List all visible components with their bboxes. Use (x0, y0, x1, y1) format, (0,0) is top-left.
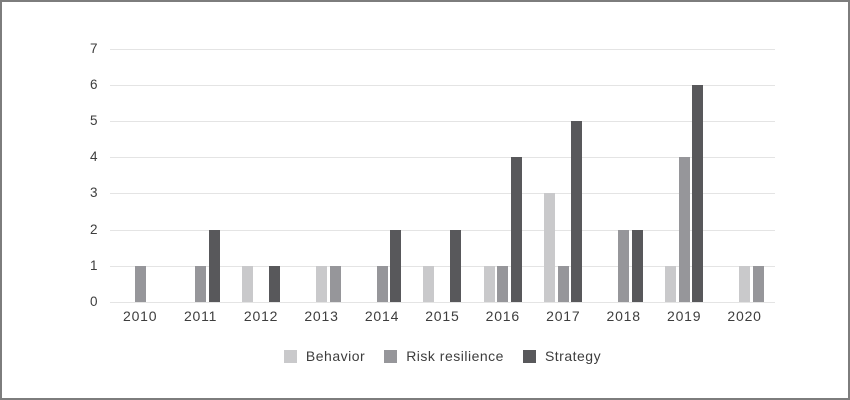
gridline (110, 229, 775, 231)
bar-risk-resilience-2011 (195, 265, 207, 302)
y-axis-tick-label: 0 (89, 294, 98, 309)
x-axis-tick-label: 2017 (546, 308, 581, 324)
bar-strategy-2019 (692, 84, 704, 302)
x-axis-tick-label: 2020 (727, 308, 762, 324)
bar-risk-resilience-2017 (557, 265, 569, 302)
y-axis-tick-label: 1 (89, 257, 98, 273)
legend-label: Behavior (305, 348, 366, 364)
y-axis-tick-label: 5 (89, 113, 98, 128)
legend-swatch-icon (384, 349, 398, 363)
legend-label: Risk resilience (406, 348, 504, 364)
bar-behavior-2012 (242, 265, 254, 302)
gridline (110, 157, 775, 159)
gridline (110, 193, 775, 195)
y-axis-tick-label: 7 (89, 40, 98, 56)
x-axis-tick-label: 2013 (304, 308, 339, 324)
bar-strategy-2017 (571, 121, 583, 302)
bar-strategy-2018 (631, 229, 643, 302)
gridline (110, 265, 775, 267)
x-axis-tick-label: 2012 (243, 308, 279, 324)
bar-risk-resilience-2020 (752, 265, 764, 302)
legend-item-risk-resilience: Risk resilience (384, 348, 504, 364)
bar-strategy-2012 (269, 265, 281, 302)
bar-strategy-2011 (208, 229, 220, 302)
bar-behavior-2013 (316, 265, 327, 302)
chart-legend: Behavior Risk resilience Strategy (110, 348, 775, 364)
bar-risk-resilience-2014 (376, 265, 388, 302)
legend-swatch-icon (522, 349, 536, 363)
legend-item-strategy: Strategy (522, 348, 602, 364)
gridline (110, 48, 775, 50)
x-axis-tick-label: 2018 (606, 308, 641, 324)
bar-risk-resilience-2018 (618, 229, 630, 302)
y-axis-tick-label: 6 (89, 76, 98, 92)
bar-risk-resilience-2010 (134, 265, 146, 302)
x-axis-tick-label: 2016 (485, 308, 520, 324)
gridline (110, 302, 775, 303)
bar-behavior-2020 (739, 265, 751, 302)
legend-label: Strategy (544, 348, 602, 364)
bar-risk-resilience-2016 (497, 265, 509, 302)
gridline (110, 84, 775, 86)
bar-behavior-2016 (483, 265, 495, 302)
gridline (110, 121, 775, 122)
x-axis-tick-label: 2011 (183, 308, 218, 324)
bar-strategy-2014 (390, 229, 401, 302)
legend-item-behavior: Behavior (283, 348, 366, 364)
x-axis-tick-label: 2019 (667, 308, 702, 324)
x-axis-tick-label: 2010 (123, 308, 158, 324)
legend-swatch-icon (283, 349, 297, 363)
bar-strategy-2016 (510, 157, 522, 302)
x-axis-tick-label: 2015 (425, 308, 460, 324)
bar-behavior-2017 (544, 193, 556, 302)
bar-risk-resilience-2013 (329, 265, 341, 302)
bar-strategy-2015 (450, 229, 462, 302)
x-axis-tick-label: 2014 (364, 308, 400, 324)
bar-behavior-2019 (665, 265, 677, 302)
y-axis-tick-label: 2 (89, 221, 98, 237)
bar-risk-resilience-2019 (678, 157, 690, 302)
y-axis-tick-label: 3 (89, 185, 98, 201)
y-axis-tick-label: 4 (89, 149, 98, 165)
bar-behavior-2015 (423, 265, 435, 302)
